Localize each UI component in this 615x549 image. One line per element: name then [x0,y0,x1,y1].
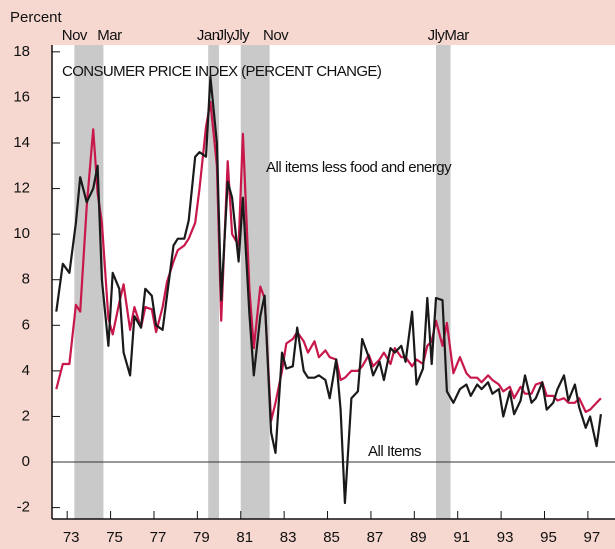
recession-end-label: Mar [97,27,122,44]
y-tick-label: 18 [13,43,30,60]
x-tick-label: 91 [453,529,470,546]
y-tick-label: 10 [13,225,30,242]
y-tick-label: 16 [13,88,30,105]
recession-shading [208,45,220,519]
y-tick-label: 2 [22,407,30,424]
y-tick-label: 14 [13,134,30,151]
plot-area [52,45,615,519]
y-axis-label: Percent [10,9,63,26]
chart-title: CONSUMER PRICE INDEX (PERCENT CHANGE) [62,63,382,80]
x-tick-label: 85 [323,529,340,546]
x-tick-label: 93 [497,529,514,546]
recession-start-label: Nov [62,27,88,44]
recession-end-label: Nov [263,27,289,44]
series-line [55,75,602,505]
y-tick-label: 6 [22,316,30,333]
x-tick-label: 81 [236,529,253,546]
x-tick-label: 89 [410,529,427,546]
series-annotation: All items less food and energy [266,159,452,176]
x-tick-label: 79 [193,529,210,546]
x-tick-label: 87 [367,529,384,546]
y-tick-label: -2 [17,499,30,516]
x-tick-label: 97 [584,529,601,546]
x-tick-label: 73 [63,529,80,546]
y-tick-label: 4 [22,362,30,379]
x-tick-label: 77 [150,529,167,546]
recession-end-label: Jly [217,27,235,44]
recession-start-label: Jly [428,27,446,44]
x-tick-label: 83 [280,529,297,546]
series-line [55,100,602,423]
recession-start-label: Jan [197,27,220,44]
series-annotation: All Items [368,443,421,460]
y-tick-label: 0 [22,453,30,470]
recession-shading [74,45,104,519]
y-tick-label: 12 [13,180,30,197]
recession-start-label: Jly [232,27,250,44]
x-tick-label: 95 [540,529,557,546]
recession-shading [436,45,451,519]
recession-shading [240,45,270,519]
recession-end-label: Mar [444,27,469,44]
x-tick-label: 75 [106,529,123,546]
y-tick-label: 8 [22,271,30,288]
